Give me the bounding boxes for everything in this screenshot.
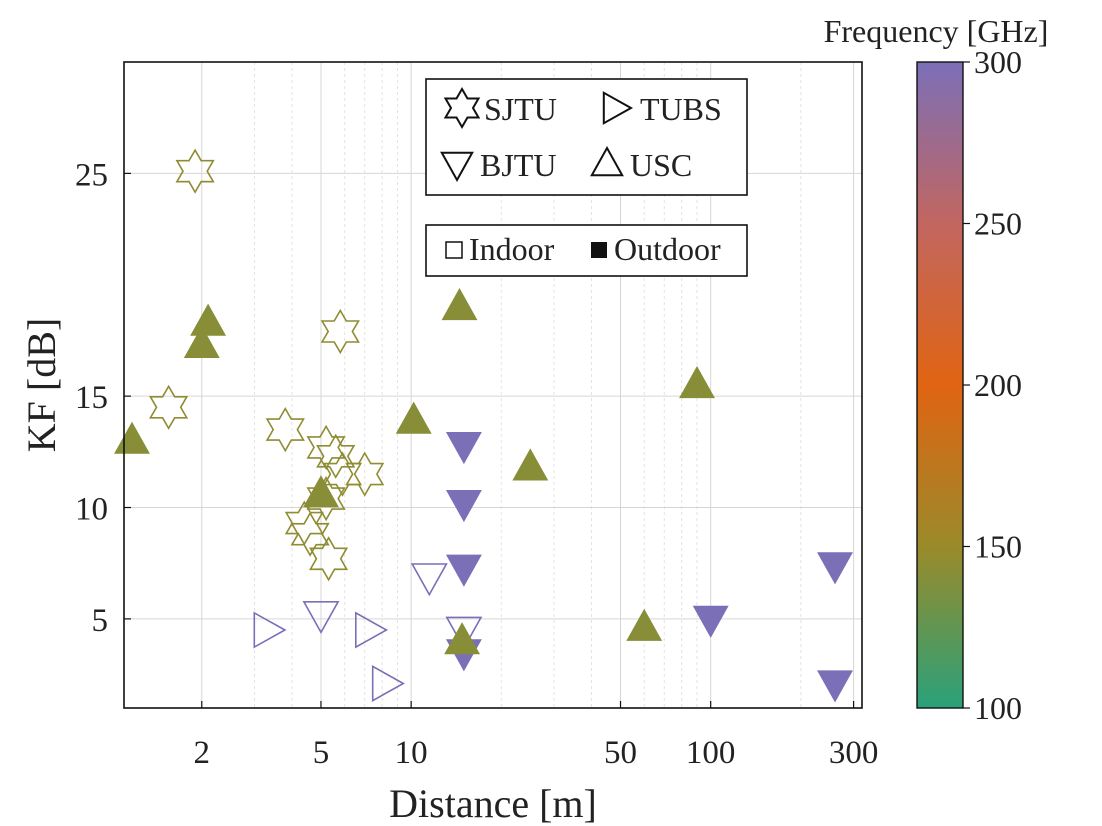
data-point-sjtu-indoor xyxy=(309,536,349,582)
y-ticks: 5 10 15 25 xyxy=(75,157,131,639)
colorbar-tick-label: 300 xyxy=(974,44,1022,80)
legend-usc-marker xyxy=(590,145,624,177)
colorbar-tick-label: 150 xyxy=(974,529,1022,565)
data-point-sjtu-indoor xyxy=(265,406,305,453)
data-point-bjtu-indoor xyxy=(410,563,448,597)
data-point-sjtu-indoor xyxy=(316,433,356,479)
y-tick-label: 5 xyxy=(92,603,109,639)
data-point-tubs-indoor xyxy=(253,611,287,649)
legend-sjtu-label: SJTU xyxy=(484,91,557,127)
data-point-usc-outdoor xyxy=(444,622,481,655)
legend-usc-label: USC xyxy=(630,147,692,183)
data-point-sjtu-indoor xyxy=(306,475,346,522)
data-point-sjtu-indoor xyxy=(175,148,215,194)
colorbar-label: Frequency [GHz] xyxy=(824,13,1049,49)
x-tick-label: 50 xyxy=(604,735,637,771)
data-point-usc-outdoor xyxy=(190,303,227,336)
colorbar-tick-label: 100 xyxy=(974,690,1022,726)
legend-environment-box xyxy=(425,224,748,277)
x-tick-label: 300 xyxy=(829,735,879,771)
colorbar-ticks: 100 150 200 250 300 xyxy=(963,44,1022,726)
data-point-tubs-indoor xyxy=(354,611,389,649)
y-tick-label: 25 xyxy=(75,157,108,193)
data-point-bjtu-outdoor xyxy=(817,552,853,585)
legend-bjtu-label: BJTU xyxy=(480,147,556,183)
data-point-usc-outdoor xyxy=(303,475,339,508)
data-point-usc-outdoor xyxy=(395,401,432,434)
data-point-sjtu-indoor xyxy=(149,384,189,430)
x-ticks: 2 5 10 50 100 300 xyxy=(194,701,879,771)
data-point-sjtu-indoor xyxy=(306,424,346,471)
x-tick-label: 100 xyxy=(686,735,736,771)
legend-sources: SJTU TUBS BJTU USC xyxy=(425,78,748,196)
data-point-sjtu-indoor xyxy=(322,451,363,497)
data-point-sjtu-indoor xyxy=(320,308,360,355)
y-tick-label: 15 xyxy=(75,380,108,416)
data-point-bjtu-outdoor xyxy=(445,432,482,465)
colorbar-tick-label: 250 xyxy=(974,206,1022,242)
data-point-usc-outdoor xyxy=(679,365,715,399)
legend-outdoor-label: Outdoor xyxy=(614,231,721,267)
data-point-bjtu-indoor xyxy=(445,616,483,650)
data-point-sjtu-indoor xyxy=(290,511,330,557)
legend-indoor-swatch xyxy=(445,241,463,259)
legend-sjtu-marker xyxy=(443,87,481,129)
plot-frame xyxy=(123,61,863,709)
colorbar: Frequency [GHz] 100 150 200 250 300 xyxy=(824,13,1049,726)
legend-bjtu-marker xyxy=(440,151,474,183)
colorbar-gradient xyxy=(916,61,964,709)
data-point-bjtu-outdoor xyxy=(445,554,482,587)
y-tick-label: 10 xyxy=(75,492,108,528)
data-point-tubs-indoor xyxy=(371,665,405,702)
y-axis-label: KF [dB] xyxy=(19,318,64,452)
data-point-bjtu-outdoor xyxy=(692,605,729,638)
data-point-usc-outdoor xyxy=(183,325,220,358)
data-point-usc-outdoor xyxy=(626,608,663,641)
legend-indoor-label: Indoor xyxy=(469,231,555,267)
data-point-sjtu-indoor xyxy=(345,451,385,497)
data-point-usc-outdoor xyxy=(441,287,478,321)
x-axis-label: Distance [m] xyxy=(389,781,597,826)
data-point-bjtu-outdoor xyxy=(445,490,482,523)
x-tick-label: 5 xyxy=(313,735,330,771)
legend-tubs-marker xyxy=(602,91,634,125)
x-tick-label: 10 xyxy=(395,735,428,771)
colorbar-tick-label: 200 xyxy=(974,367,1022,403)
legend-environment: Indoor Outdoor xyxy=(425,224,748,277)
markers xyxy=(114,148,853,703)
data-point-bjtu-indoor xyxy=(302,600,340,635)
legend-tubs-label: TUBS xyxy=(640,91,722,127)
data-point-usc-outdoor xyxy=(512,448,549,481)
legend-outdoor-swatch xyxy=(591,242,607,258)
data-point-bjtu-outdoor xyxy=(817,670,853,703)
x-tick-label: 2 xyxy=(194,735,211,771)
